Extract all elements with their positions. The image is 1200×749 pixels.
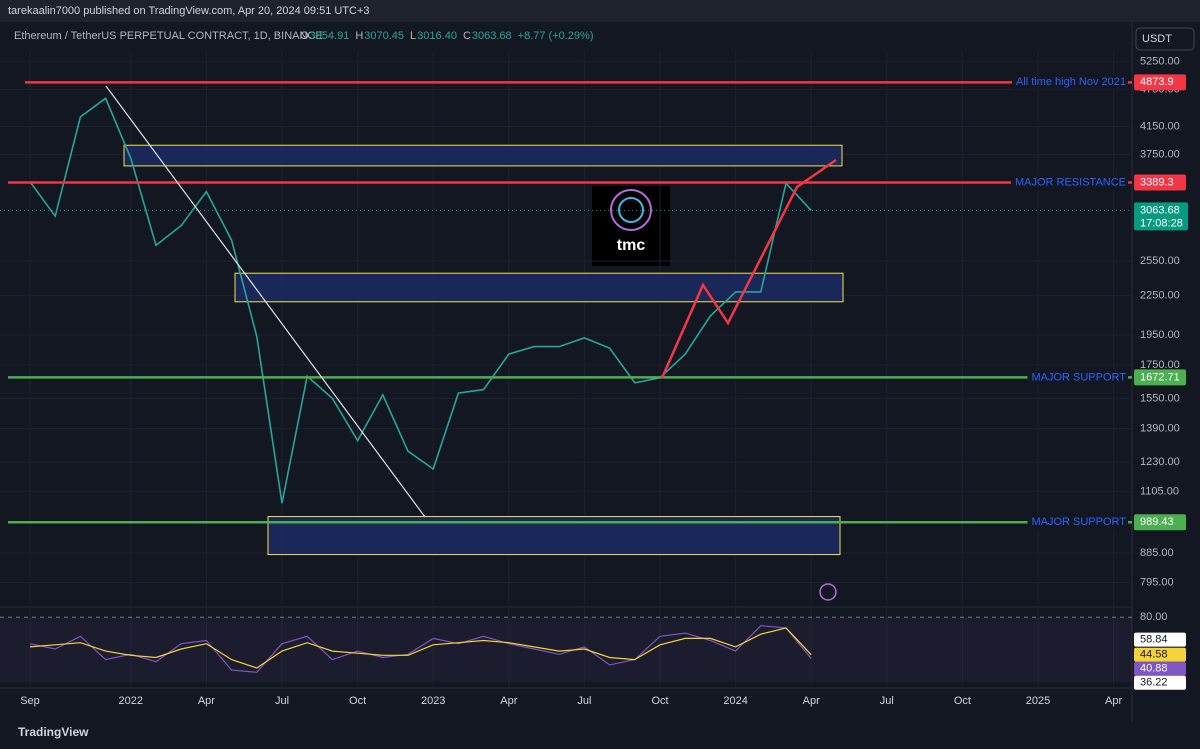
rsi-badge-text: 44.58 <box>1140 649 1168 661</box>
y-tick-label: 1750.00 <box>1140 359 1180 371</box>
logo-ring <box>610 189 652 231</box>
currency[interactable]: USDT <box>1142 33 1172 45</box>
price-badge <box>1134 514 1186 531</box>
x-tick-label: 2022 <box>119 695 143 707</box>
currency-button[interactable] <box>1135 27 1195 51</box>
y-tick-label: 2250.00 <box>1140 289 1180 301</box>
price-badge-text: 4873.9 <box>1140 76 1174 88</box>
x-tick-label: Jul <box>577 695 591 707</box>
series-line <box>29 627 812 669</box>
y-tick-label: 3750.00 <box>1140 149 1180 161</box>
top-bar <box>0 0 1200 22</box>
level-line-bg <box>1027 515 1128 530</box>
x-tick-label: Sep <box>20 695 40 707</box>
y-tick-label: 2550.00 <box>1140 255 1180 267</box>
symbol: Ethereum / TetherUS PERPETUAL CONTRACT, … <box>14 30 323 42</box>
level-label: MAJOR SUPPORT <box>1031 371 1126 383</box>
price-badge <box>1134 74 1186 91</box>
price-badge-text: 989.43 <box>1140 516 1174 528</box>
event-icon[interactable] <box>819 583 837 601</box>
y-tick-label: 885.00 <box>1140 547 1174 559</box>
ohlc: O 3054.91 H 3070.45 L 3016.40 C 3063.68 +8.77 (+… <box>300 30 594 42</box>
ohlc-key: C <box>463 30 471 42</box>
y-tick-label: 4150.00 <box>1140 121 1180 133</box>
level-line-bg <box>1011 75 1128 90</box>
y-tick-label: 5250.00 <box>1140 56 1180 68</box>
trend-line <box>105 85 426 518</box>
rsi-badge-text: 58.84 <box>1140 634 1168 646</box>
rsi-badge <box>1134 675 1186 690</box>
level-label: All time high Nov 2021 <box>1016 76 1126 88</box>
ohlc-value: 3063.68 <box>472 30 512 42</box>
y-tick-label: 1390.00 <box>1140 422 1180 434</box>
price-badge-text: 3389.3 <box>1140 176 1174 188</box>
rsi-badge <box>1134 632 1186 647</box>
x-tick-label: Jul <box>880 695 894 707</box>
last-price-text: 3063.68 <box>1140 204 1180 216</box>
logo-ring <box>618 197 644 223</box>
logo-box <box>592 186 670 266</box>
x-tick-label: 2023 <box>421 695 445 707</box>
ohlc-key: O <box>300 30 309 42</box>
x-tick-label: Oct <box>954 695 971 707</box>
footer: TradingView <box>18 725 89 739</box>
price-badge-text: 1672.71 <box>1140 371 1180 383</box>
zone <box>123 144 843 167</box>
rsi-badge <box>1134 647 1186 662</box>
x-tick-label: Oct <box>651 695 668 707</box>
rsi-badge-text: 40.88 <box>1140 663 1168 675</box>
x-tick-label: Jul <box>275 695 289 707</box>
ohlc-value: 3016.40 <box>417 30 457 42</box>
level-label: MAJOR RESISTANCE <box>1015 176 1126 188</box>
ohlc-value: 3070.45 <box>364 30 404 42</box>
level-line-bg <box>1010 175 1128 190</box>
y-tick-label: 1550.00 <box>1140 392 1180 404</box>
publisher: tarekaalin7000 published on TradingView.… <box>8 5 370 17</box>
logo: tmc <box>592 186 670 266</box>
x-tick-label: Apr <box>1105 695 1122 707</box>
rsi-tick-label: 80.00 <box>1140 611 1168 623</box>
plot: 5250.004750.004150.003750.002550.002250.… <box>0 52 1188 707</box>
x-tick-label: Apr <box>803 695 820 707</box>
x-tick-label: 2025 <box>1026 695 1050 707</box>
y-tick-label: 1105.00 <box>1140 486 1179 498</box>
last-price-badge <box>1134 202 1188 231</box>
logo-text: tmc <box>617 237 646 254</box>
x-tick-label: Apr <box>500 695 517 707</box>
countdown: 17:08:28 <box>1140 217 1183 229</box>
rsi-badge-text: 36.22 <box>1140 677 1168 689</box>
change: +8.77 (+0.29%) <box>518 30 594 42</box>
series-line <box>29 97 812 504</box>
level-label: MAJOR SUPPORT <box>1031 516 1126 528</box>
ohlc-key: H <box>355 30 363 42</box>
price-badge <box>1134 369 1186 386</box>
y-tick-label: 795.00 <box>1140 577 1174 589</box>
x-tick-label: Oct <box>349 695 366 707</box>
y-tick-label: 1230.00 <box>1140 456 1180 468</box>
x-tick-label: 2024 <box>723 695 747 707</box>
x-tick-label: Apr <box>198 695 215 707</box>
series-line <box>29 625 812 673</box>
y-tick-label: 1950.00 <box>1140 329 1180 341</box>
rsi-badge <box>1134 661 1186 676</box>
ohlc-value: 3054.91 <box>310 30 350 42</box>
ohlc-key: L <box>410 30 416 42</box>
price-badge <box>1134 174 1186 191</box>
zigzag-line <box>660 158 837 379</box>
level-line-bg <box>1027 370 1128 385</box>
rsi-band <box>0 617 1132 682</box>
